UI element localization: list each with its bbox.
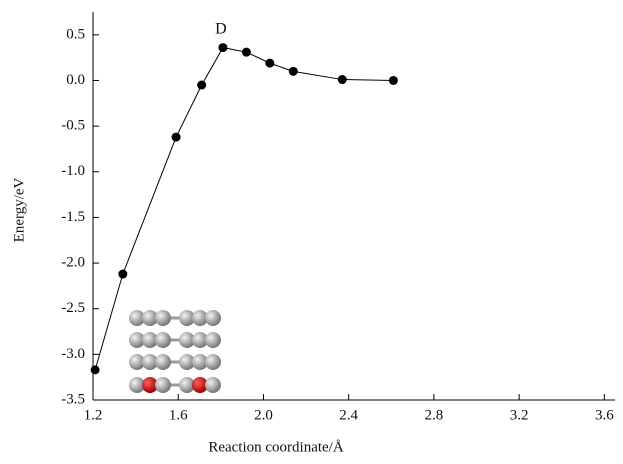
data-point — [91, 365, 100, 374]
y-tick-label: -1.0 — [61, 163, 85, 179]
data-point — [289, 67, 298, 76]
y-tick-label: -3.5 — [61, 391, 85, 407]
data-point — [172, 133, 181, 142]
y-tick-label: 0.5 — [66, 26, 85, 42]
annotation: D — [215, 20, 227, 37]
structure-inset — [129, 310, 221, 393]
metal-atom — [205, 310, 221, 326]
y-axis-label: Energy/eV — [11, 177, 27, 242]
data-point — [218, 43, 227, 52]
data-point — [242, 48, 251, 57]
x-tick-label: 3.2 — [510, 407, 529, 423]
data-point — [197, 81, 206, 90]
y-tick-label: -3.0 — [61, 346, 85, 362]
y-tick-label: 0.0 — [66, 72, 85, 88]
metal-atom — [155, 377, 171, 393]
x-tick-label: 1.6 — [169, 407, 188, 423]
data-point — [265, 59, 274, 68]
x-tick-label: 2.8 — [425, 407, 444, 423]
metal-atom — [205, 377, 221, 393]
x-axis-label: Reaction coordinate/Å — [208, 439, 344, 455]
metal-atom — [155, 310, 171, 326]
metal-atom — [155, 332, 171, 348]
y-tick-label: -0.5 — [61, 118, 85, 134]
metal-atom — [205, 354, 221, 370]
x-tick-label: 2.4 — [339, 407, 358, 423]
x-tick-label: 1.2 — [84, 407, 103, 423]
metal-atom — [205, 332, 221, 348]
y-tick-label: -1.5 — [61, 209, 85, 225]
x-tick-label: 2.0 — [254, 407, 273, 423]
data-point — [338, 75, 347, 84]
data-point — [118, 270, 127, 279]
chart: Reaction coordinate/Å Energy/eV 0.5 0.0 -0… — [0, 0, 623, 459]
data-point — [389, 76, 398, 85]
y-tick-label: -2.0 — [61, 254, 85, 270]
y-tick-label: -2.5 — [61, 300, 85, 316]
x-tick-label: 3.6 — [595, 407, 614, 423]
metal-atom — [155, 354, 171, 370]
